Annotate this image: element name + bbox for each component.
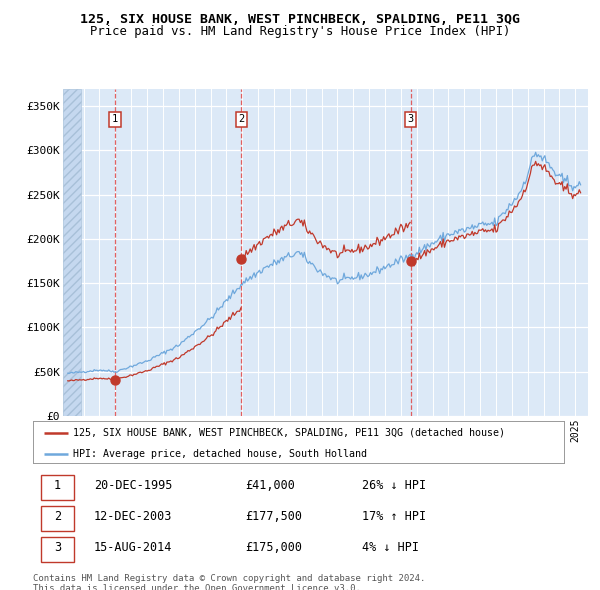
Text: 4% ↓ HPI: 4% ↓ HPI xyxy=(362,541,419,554)
Text: Price paid vs. HM Land Registry's House Price Index (HPI): Price paid vs. HM Land Registry's House … xyxy=(90,25,510,38)
Text: 17% ↑ HPI: 17% ↑ HPI xyxy=(362,510,427,523)
Text: 3: 3 xyxy=(54,541,61,554)
Text: HPI: Average price, detached house, South Holland: HPI: Average price, detached house, Sout… xyxy=(73,449,367,459)
Text: 2: 2 xyxy=(54,510,61,523)
FancyBboxPatch shape xyxy=(41,475,74,500)
Text: £175,000: £175,000 xyxy=(245,541,302,554)
FancyBboxPatch shape xyxy=(41,537,74,562)
Text: 3: 3 xyxy=(407,114,414,124)
Text: £41,000: £41,000 xyxy=(245,479,295,492)
Text: 2: 2 xyxy=(238,114,245,124)
Text: £177,500: £177,500 xyxy=(245,510,302,523)
FancyBboxPatch shape xyxy=(41,506,74,531)
Text: Contains HM Land Registry data © Crown copyright and database right 2024.: Contains HM Land Registry data © Crown c… xyxy=(33,574,425,583)
Text: 1: 1 xyxy=(54,479,61,492)
Text: 125, SIX HOUSE BANK, WEST PINCHBECK, SPALDING, PE11 3QG: 125, SIX HOUSE BANK, WEST PINCHBECK, SPA… xyxy=(80,13,520,26)
Bar xyxy=(63,88,81,416)
Text: 12-DEC-2003: 12-DEC-2003 xyxy=(94,510,172,523)
Text: 20-DEC-1995: 20-DEC-1995 xyxy=(94,479,172,492)
Text: 26% ↓ HPI: 26% ↓ HPI xyxy=(362,479,427,492)
Text: 1: 1 xyxy=(112,114,118,124)
Text: 15-AUG-2014: 15-AUG-2014 xyxy=(94,541,172,554)
Text: 125, SIX HOUSE BANK, WEST PINCHBECK, SPALDING, PE11 3QG (detached house): 125, SIX HOUSE BANK, WEST PINCHBECK, SPA… xyxy=(73,428,505,438)
Text: This data is licensed under the Open Government Licence v3.0.: This data is licensed under the Open Gov… xyxy=(33,584,361,590)
